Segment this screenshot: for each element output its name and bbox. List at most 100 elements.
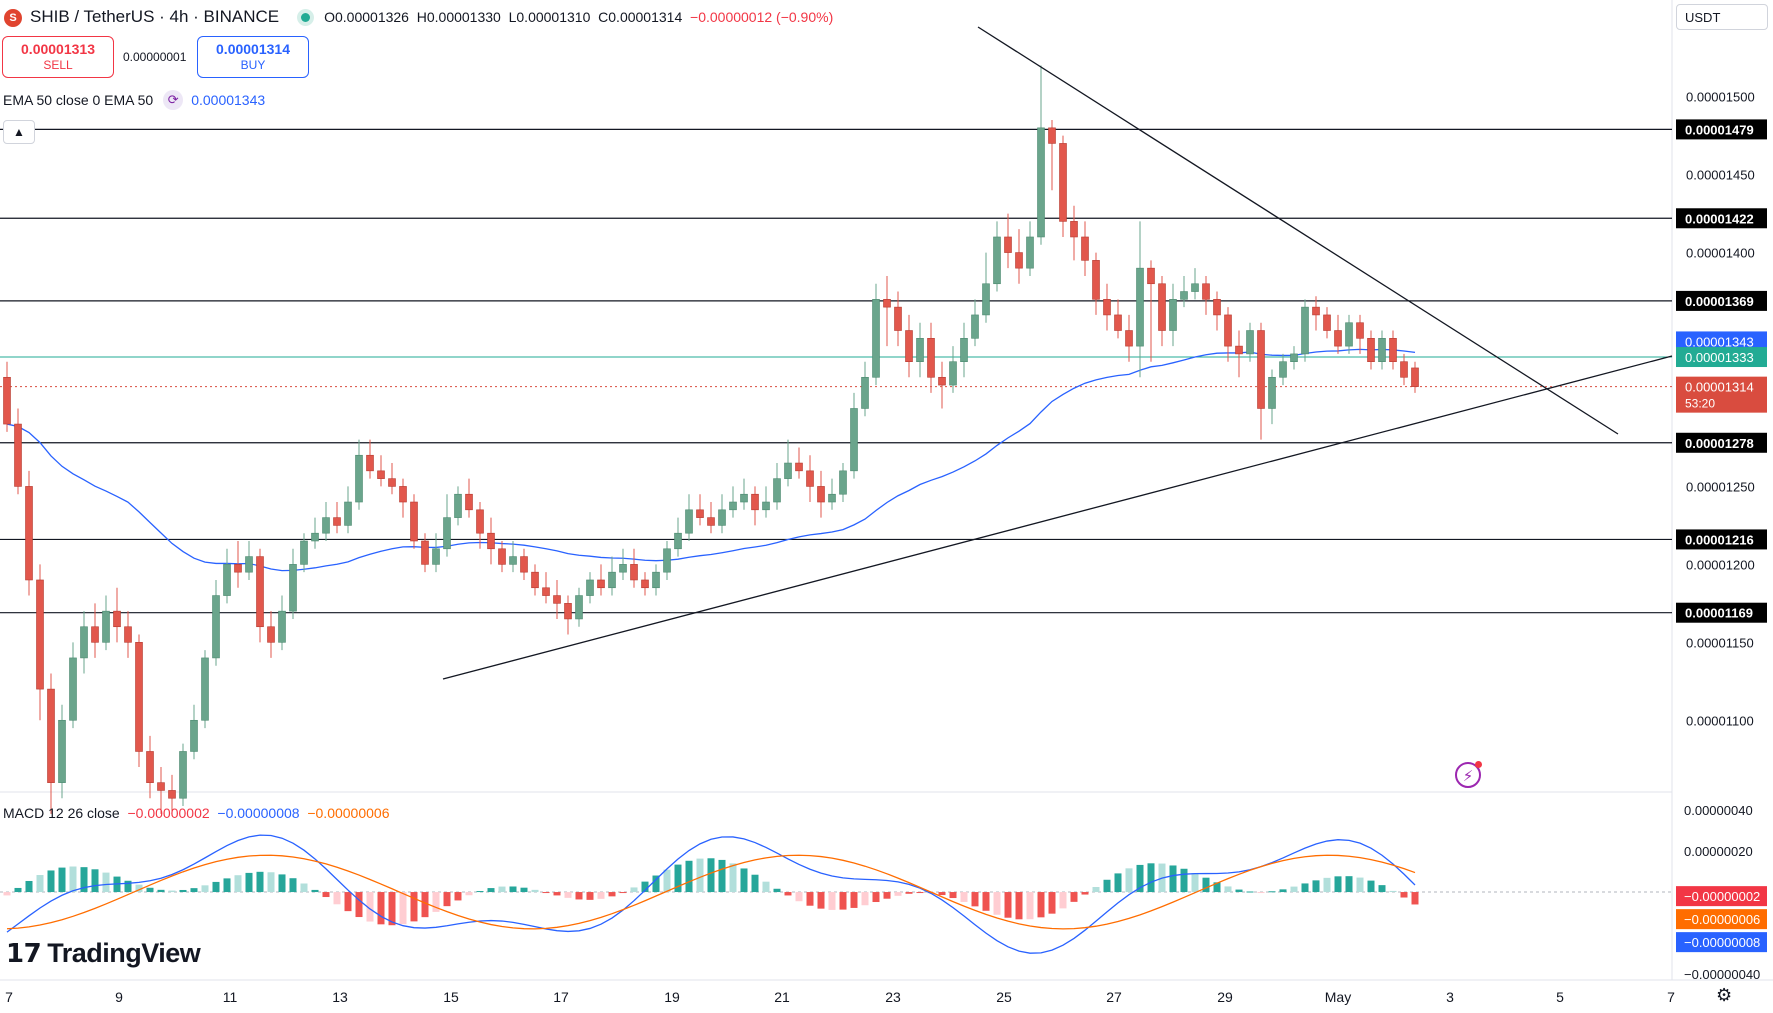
notification-dot [1475, 761, 1482, 768]
bullish-candle [960, 338, 968, 363]
macd-histogram-bar [1400, 892, 1408, 898]
macd-histogram-bar [861, 892, 869, 906]
bullish-candle [344, 501, 352, 526]
settings-gear-icon[interactable]: ⚙ [1716, 985, 1733, 1005]
bearish-candle [1158, 283, 1166, 331]
bearish-candle [795, 462, 803, 472]
currency-selector[interactable]: USDT [1676, 4, 1768, 30]
macd-histogram-bar [1026, 892, 1034, 920]
sync-icon[interactable]: ⟳ [163, 90, 184, 110]
bearish-candle [498, 548, 506, 565]
bullish-candle [454, 493, 462, 518]
bullish-candle [1180, 291, 1188, 300]
bearish-candle [1070, 221, 1078, 238]
bullish-candle [69, 657, 77, 721]
price-tick-label: 0.00001450 [1686, 168, 1755, 183]
level-price-label: 0.00001278 [1685, 436, 1754, 451]
macd-histogram-bar [157, 889, 165, 893]
bullish-candle [993, 236, 1001, 285]
level-price-label: 0.00001422 [1685, 211, 1754, 226]
bearish-candle [696, 509, 704, 518]
macd-histogram-bar [410, 892, 418, 922]
macd-histogram-bar [542, 892, 550, 894]
bullish-candle [278, 610, 286, 643]
bearish-candle [1048, 127, 1056, 144]
bullish-candle [80, 626, 88, 659]
macd-histogram-bar [25, 880, 33, 893]
macd-histogram-bar [1092, 887, 1100, 893]
macd-signal-line [6, 854, 1416, 930]
macd-histogram-bar [47, 870, 55, 893]
macd-histogram-bar [641, 881, 649, 893]
bullish-candle [179, 751, 187, 799]
macd-histogram-bar [718, 859, 726, 893]
bullish-candle [58, 719, 66, 783]
bullish-candle [575, 595, 583, 620]
bearish-candle [1004, 236, 1012, 253]
macd-histogram-bar [850, 892, 858, 908]
bearish-candle [421, 540, 429, 565]
symbol-title[interactable]: SHIB / TetherUS · 4h · BINANCE [30, 7, 280, 26]
bullish-candle [949, 361, 957, 386]
price-tick-label: 0.00001200 [1686, 557, 1755, 572]
macd-histogram-bar [1235, 889, 1243, 893]
macd-histogram-bar [1367, 880, 1375, 893]
sell-button[interactable]: 0.00001313 SELL [2, 36, 114, 78]
level-price-label-bg [1676, 290, 1767, 311]
macd-histogram-bar [58, 867, 66, 893]
bearish-candle [1235, 345, 1243, 355]
macd-histogram-bar [597, 892, 605, 899]
macd-histogram-bar [377, 892, 385, 925]
macd-hist-value: −0.00000002 [127, 805, 210, 821]
macd-histogram-bar [311, 889, 319, 893]
bearish-candle [564, 603, 572, 620]
macd-histogram-bar [916, 892, 924, 894]
macd-histogram-bar [212, 881, 220, 893]
macd-value-label-bg [1676, 932, 1767, 953]
bearish-candle [399, 486, 407, 503]
bullish-candle [773, 478, 781, 503]
bearish-candle [234, 564, 242, 573]
ema-price-label: 0.00001343 [1685, 334, 1754, 349]
bearish-candle [1400, 361, 1408, 378]
macd-legend[interactable]: MACD 12 26 close −0.00000002 −0.00000008… [3, 805, 389, 821]
buy-button[interactable]: 0.00001314 BUY [197, 36, 309, 78]
price-tick-label: 0.00001250 [1686, 479, 1755, 494]
macd-tick-label: 0.00000040 [1684, 803, 1753, 818]
current-price-label: 0.00001314 [1685, 380, 1754, 395]
macd-histogram-bar [740, 868, 748, 893]
level-price-label: 0.00001369 [1685, 294, 1754, 309]
market-open-status-icon [301, 12, 311, 22]
macd-histogram-bar [36, 875, 44, 893]
price-tick-label: 0.00001500 [1686, 90, 1755, 105]
sell-price: 0.00001313 [21, 41, 95, 57]
macd-histogram-bar [289, 878, 297, 893]
macd-histogram-bar [586, 892, 594, 900]
macd-histogram-bar [1015, 892, 1023, 920]
level-price-label: 0.00001479 [1685, 122, 1754, 137]
macd-histogram-bar [630, 887, 638, 893]
macd-histogram-bar [1037, 892, 1045, 918]
bearish-candle [883, 299, 891, 308]
bullish-candle [509, 556, 517, 565]
bearish-candle [465, 493, 473, 511]
level-price-label: 0.00001169 [1685, 606, 1753, 621]
macd-value-label: −0.00000008 [1684, 935, 1760, 950]
buy-label: BUY [240, 58, 266, 72]
ema-legend[interactable]: EMA 50 close 0 EMA 50 ⟳ 0.00001343 [3, 90, 265, 110]
macd-histogram-bar [828, 892, 836, 910]
time-tick-label: 17 [553, 989, 569, 1005]
price-tick-label: 0.00001400 [1686, 246, 1755, 261]
macd-histogram-bar [619, 892, 627, 894]
lightning-icon[interactable]: ⚡ [1455, 761, 1482, 788]
time-tick-label: 15 [443, 989, 459, 1005]
macd-histogram-bar [1334, 876, 1342, 893]
bearish-candle [520, 556, 528, 573]
tradingview-logo[interactable]: 𝟭𝟳 TradingView [6, 938, 201, 969]
macd-histogram-bar [454, 892, 462, 901]
bullish-candle [1037, 127, 1045, 238]
macd-histogram-bar [1070, 892, 1078, 902]
macd-histogram-bar [421, 892, 429, 918]
collapse-legend-button[interactable]: ▲ [3, 120, 35, 144]
